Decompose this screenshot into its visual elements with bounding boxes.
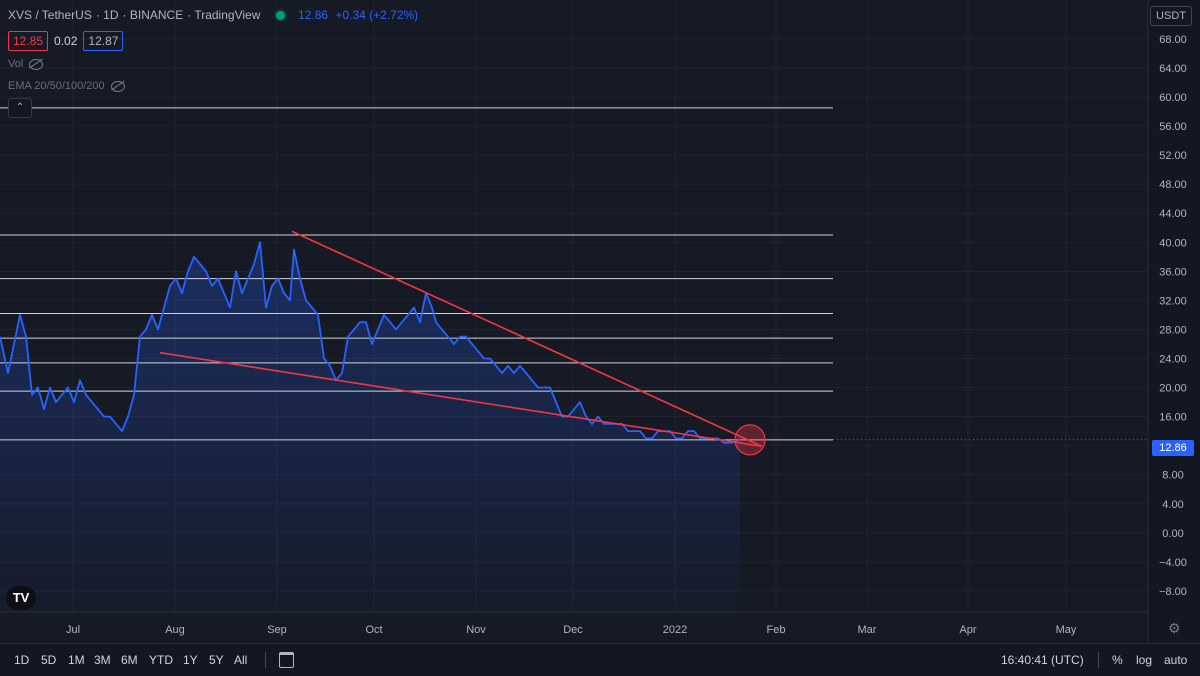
calendar-icon[interactable] xyxy=(279,652,294,668)
bid-ask-row: 12.85 0.02 12.87 xyxy=(8,31,124,51)
range-button-6m[interactable]: 6M xyxy=(121,653,138,667)
y-tick-label: 4.00 xyxy=(1162,499,1183,511)
indicator-vol-label: Vol xyxy=(8,58,24,70)
indicator-vol[interactable]: Vol xyxy=(8,58,44,70)
x-tick-label: Mar xyxy=(858,624,877,636)
range-button-5d[interactable]: 5D xyxy=(41,653,57,667)
ask-price[interactable]: 12.87 xyxy=(83,31,124,51)
currency-button[interactable]: USDT xyxy=(1150,6,1192,26)
divider xyxy=(265,652,266,668)
y-tick-label: 24.00 xyxy=(1159,353,1187,365)
x-tick-label: Aug xyxy=(165,624,185,636)
range-button-all[interactable]: All xyxy=(234,653,248,667)
indicator-ema[interactable]: EMA 20/50/100/200 xyxy=(8,80,125,92)
range-button-1y[interactable]: 1Y xyxy=(183,653,198,667)
spread: 0.02 xyxy=(54,34,78,48)
market-status-icon xyxy=(273,9,287,23)
range-button-1m[interactable]: 1M xyxy=(68,653,85,667)
y-tick-label: 68.00 xyxy=(1159,34,1187,46)
x-tick-label: Nov xyxy=(466,624,486,636)
tradingview-logo[interactable]: TV xyxy=(6,586,36,610)
range-button-5y[interactable]: 5Y xyxy=(209,653,224,667)
range-button-1d[interactable]: 1D xyxy=(14,653,30,667)
breakout-circle xyxy=(734,424,766,456)
bottom-toolbar: 1D 5D 1M 3M 6M YTD 1Y 5Y All 16:40:41 (UTC) % lo… xyxy=(0,643,1200,676)
y-tick-label: 8.00 xyxy=(1162,470,1183,482)
y-tick-label: −4.00 xyxy=(1159,557,1187,569)
gear-icon[interactable]: ⚙ xyxy=(1168,620,1181,636)
x-tick-label: Feb xyxy=(767,624,786,636)
hidden-eye-icon[interactable] xyxy=(110,80,125,92)
log-scale-button[interactable]: log xyxy=(1136,653,1153,667)
interval: 1D xyxy=(103,8,119,22)
last-price: 12.86 xyxy=(298,8,329,22)
x-tick-label: May xyxy=(1056,624,1077,636)
x-tick-label: Dec xyxy=(563,624,583,636)
clock[interactable]: 16:40:41 (UTC) xyxy=(1001,653,1084,667)
bid-price[interactable]: 12.85 xyxy=(8,31,49,51)
y-tick-label: 60.00 xyxy=(1159,92,1187,104)
x-tick-label: 2022 xyxy=(663,624,687,636)
indicator-ema-label: EMA 20/50/100/200 xyxy=(8,80,105,92)
percent-scale-button[interactable]: % xyxy=(1112,653,1123,667)
y-tick-label: 20.00 xyxy=(1159,383,1187,395)
trendline xyxy=(159,351,763,448)
y-tick-label: 44.00 xyxy=(1159,208,1187,220)
y-tick-label: 16.00 xyxy=(1159,412,1187,424)
divider xyxy=(1098,652,1099,668)
y-tick-label: 36.00 xyxy=(1159,266,1187,278)
x-tick-label: Jul xyxy=(66,624,80,636)
y-tick-label: 0.00 xyxy=(1162,528,1183,540)
y-tick-label: 32.00 xyxy=(1159,295,1187,307)
y-tick-label: 52.00 xyxy=(1159,150,1187,162)
range-button-3m[interactable]: 3M xyxy=(94,653,111,667)
symbol-legend[interactable]: XVS / TetherUS · 1D · BINANCE · TradingView… xyxy=(8,8,419,23)
y-tick-label: −8.00 xyxy=(1159,586,1187,598)
x-tick-label: Oct xyxy=(365,624,382,636)
y-tick-label: 64.00 xyxy=(1159,63,1187,75)
collapse-legend-button[interactable]: ⌃ xyxy=(8,98,32,118)
exchange: BINANCE xyxy=(129,8,184,22)
y-tick-label: 40.00 xyxy=(1159,237,1187,249)
symbol-name[interactable]: XVS / TetherUS xyxy=(8,8,92,22)
auto-scale-button[interactable]: auto xyxy=(1164,653,1188,667)
y-tick-label: 28.00 xyxy=(1159,324,1187,336)
y-tick-label: 56.00 xyxy=(1159,121,1187,133)
price-change: +0.34 (+2.72%) xyxy=(335,8,419,22)
data-source: TradingView xyxy=(194,8,261,22)
x-tick-label: Sep xyxy=(267,624,287,636)
range-button-ytd[interactable]: YTD xyxy=(149,653,173,667)
price-chart[interactable]: 68.00 64.00 60.00 56.00 52.00 48.00 44.00 40.00… xyxy=(0,0,1200,643)
price-area xyxy=(0,242,740,613)
y-tick-label: 48.00 xyxy=(1159,179,1187,191)
hidden-eye-icon[interactable] xyxy=(29,58,44,70)
trendline xyxy=(291,230,763,448)
current-price-tag: 12.86 xyxy=(1152,440,1194,456)
x-tick-label: Apr xyxy=(959,624,976,636)
